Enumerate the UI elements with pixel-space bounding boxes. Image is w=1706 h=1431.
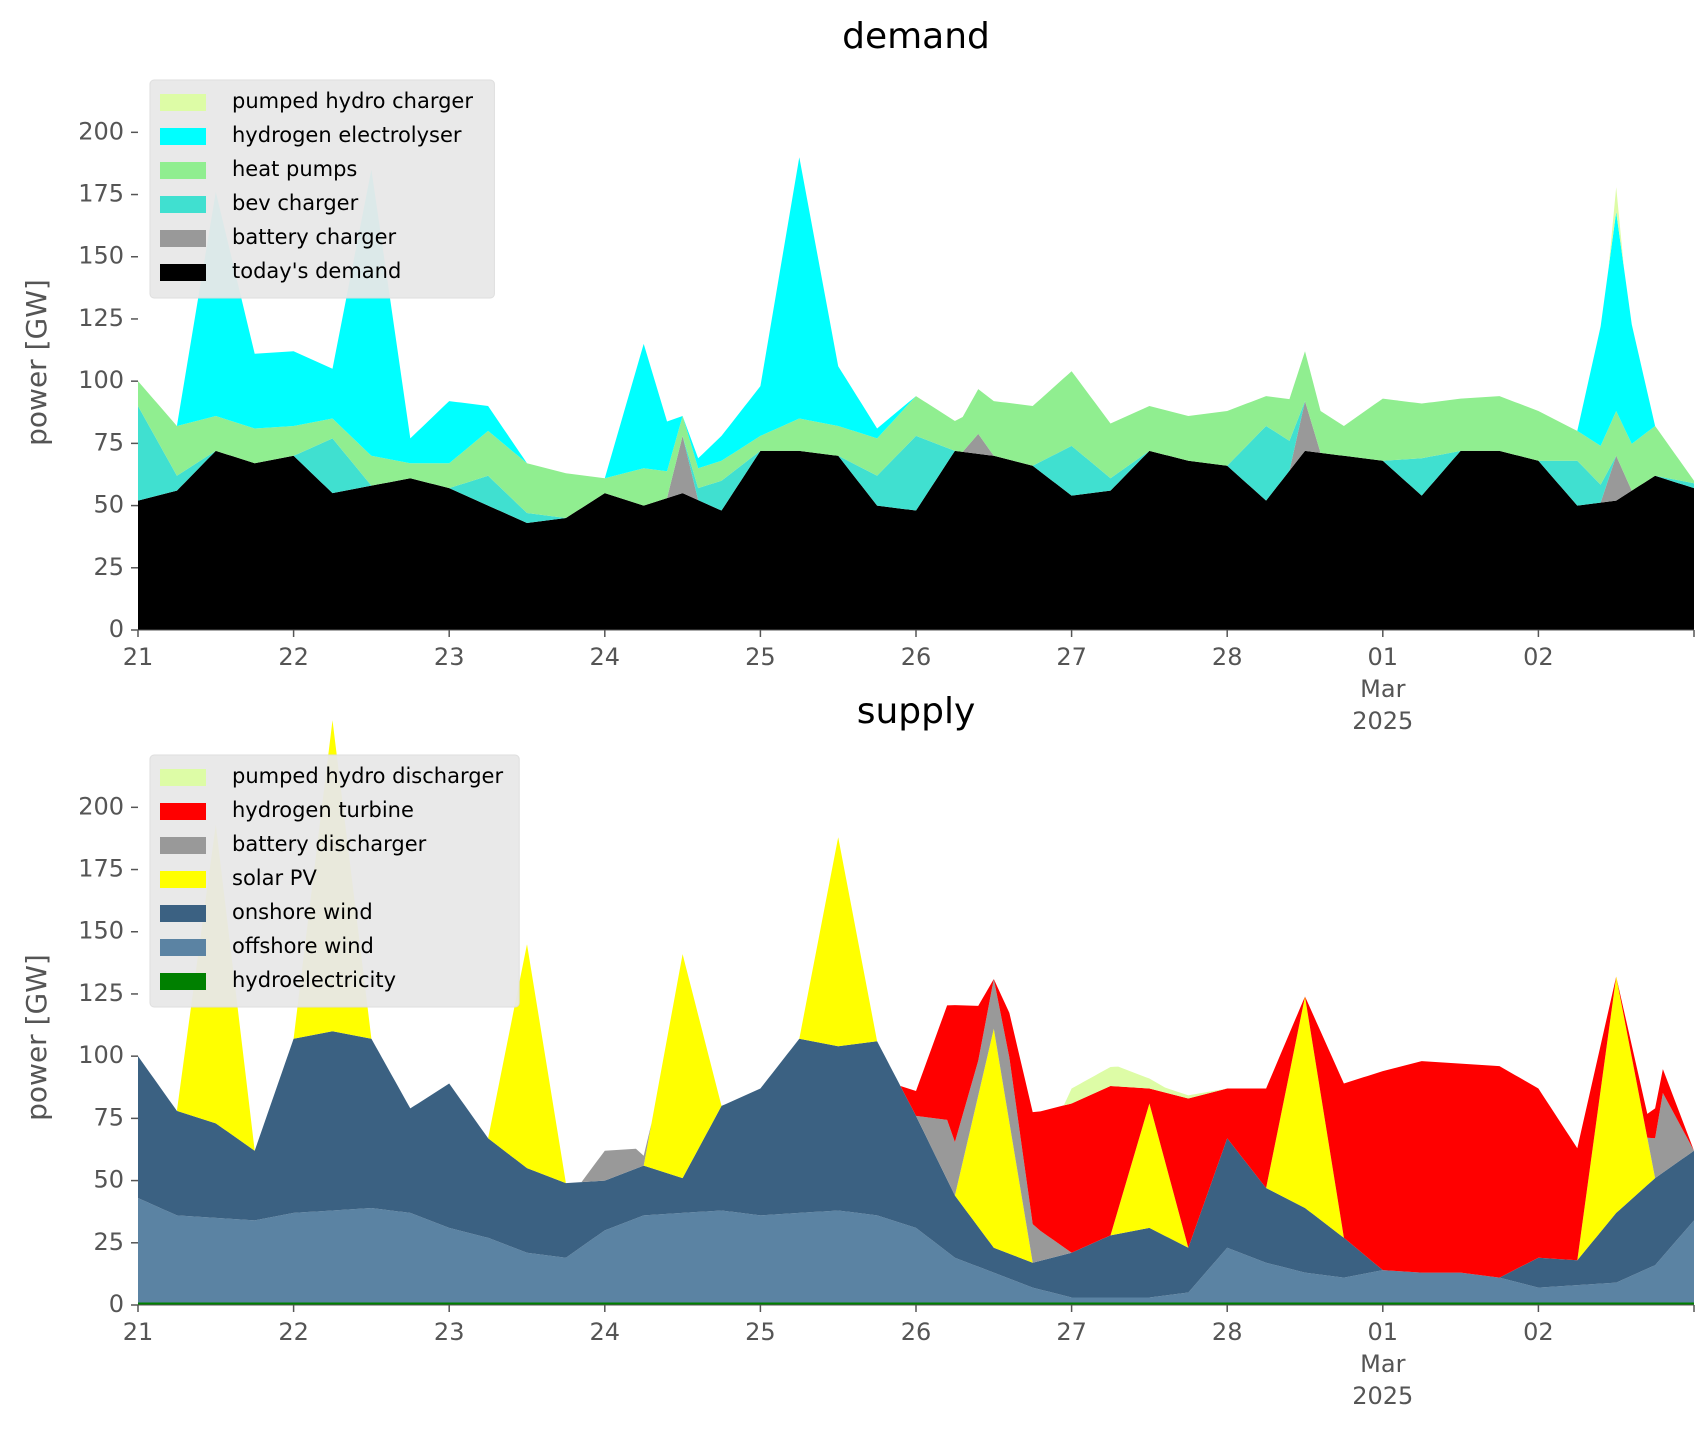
demand-y-tick-label: 50 [93, 491, 124, 519]
supply-x-tick-label: 27 [1056, 1318, 1087, 1346]
demand-series-today-s-demand [138, 450, 1694, 630]
demand-legend-label-pumped-hydro-charger: pumped hydro charger [232, 89, 473, 113]
demand-legend-swatch-bev-charger [160, 196, 206, 213]
supply-legend-label-hydroelectricity: hydroelectricity [232, 968, 396, 992]
demand-legend-label-hydrogen-electrolyser: hydrogen electrolyser [232, 123, 462, 147]
demand-legend-swatch-heat-pumps [160, 162, 206, 179]
supply-legend-swatch-hydrogen-turbine [160, 803, 206, 820]
supply-y-tick-label: 150 [78, 917, 124, 945]
demand-legend-swatch-battery-charger [160, 230, 206, 247]
supply-x-tick-label: 01 [1368, 1318, 1399, 1346]
demand-legend: pumped hydro charger hydrogen electrolyse… [149, 79, 495, 299]
demand-y-tick-label: 0 [109, 615, 124, 643]
supply-legend-swatch-pumped-hydro-discharger [160, 769, 206, 786]
supply-y-tick-label: 75 [93, 1103, 124, 1131]
supply-legend-label-solar-pv: solar PV [232, 866, 317, 890]
demand-y-tick-label: 175 [78, 180, 124, 208]
demand-x-tick-label: 26 [901, 643, 932, 671]
demand-y-tick-label: 150 [78, 242, 124, 270]
demand-x-tick-label: 28 [1212, 643, 1243, 671]
supply-x-tick-label: 24 [590, 1318, 621, 1346]
supply-series-onshore-wind [138, 1031, 1694, 1298]
demand-legend-box [149, 79, 495, 299]
supply-title: supply [857, 691, 976, 732]
demand-series-bev-charger [138, 401, 1694, 523]
supply-legend-label-onshore-wind: onshore wind [232, 900, 373, 924]
supply-x-tick-month: Mar [1360, 1350, 1405, 1378]
supply-x-tick-label: 28 [1212, 1318, 1243, 1346]
demand-legend-swatch-today-s-demand [160, 264, 206, 281]
supply-legend: pumped hydro discharger hydrogen turbine b… [149, 754, 520, 1008]
demand-legend-label-today-s-demand: today's demand [232, 259, 401, 283]
supply-y-tick-label: 100 [78, 1041, 124, 1069]
supply-x-tick-label: 23 [434, 1318, 465, 1346]
supply-y-axis-label: power [GW] [20, 954, 53, 1121]
demand-legend-label-battery-charger: battery charger [232, 225, 397, 249]
supply-y-tick-label: 25 [93, 1228, 124, 1256]
demand-series-heat-pumps [138, 351, 1694, 519]
supply-legend-swatch-offshore-wind [160, 939, 206, 956]
supply-legend-label-hydrogen-turbine: hydrogen turbine [232, 798, 414, 822]
demand-legend-label-heat-pumps: heat pumps [232, 157, 357, 181]
demand-x-tick-label: 24 [590, 643, 621, 671]
supply-y-tick-label: 0 [109, 1290, 124, 1318]
supply-series-hydrogen-turbine [138, 720, 1694, 1278]
demand-x-tick-label: 25 [745, 643, 776, 671]
supply-y-tick-label: 50 [93, 1166, 124, 1194]
supply-legend-label-offshore-wind: offshore wind [232, 934, 374, 958]
demand-panel: demand 0 25 50 75 100 125 150 175 200 power [GW] 21… [20, 16, 1695, 735]
supply-x-tick-label: 22 [278, 1318, 309, 1346]
demand-x-tick-month: Mar [1360, 675, 1405, 703]
supply-series-offshore-wind [138, 1198, 1694, 1303]
supply-legend-swatch-battery-discharger [160, 837, 206, 854]
demand-x-tick-year: 2025 [1352, 707, 1413, 735]
demand-x-tick-label: 02 [1523, 643, 1554, 671]
demand-y-axis-label: power [GW] [20, 279, 53, 446]
supply-legend-swatch-solar-pv [160, 871, 206, 888]
supply-x-tick-label: 26 [901, 1318, 932, 1346]
supply-legend-label-battery-discharger: battery discharger [232, 832, 427, 856]
demand-x-tick-label: 01 [1368, 643, 1399, 671]
supply-y-tick-label: 175 [78, 855, 124, 883]
demand-legend-swatch-pumped-hydro-charger [160, 94, 206, 111]
supply-areas [138, 720, 1694, 1305]
supply-panel: supply 0 25 50 75 100 125 150 175 200 power [GW] 21… [20, 691, 1695, 1410]
demand-legend-swatch-hydrogen-electrolyser [160, 128, 206, 145]
supply-legend-box [149, 754, 520, 1008]
supply-legend-swatch-onshore-wind [160, 905, 206, 922]
supply-legend-label-pumped-hydro-discharger: pumped hydro discharger [232, 764, 503, 788]
demand-y-tick-label: 100 [78, 366, 124, 394]
supply-series-hydroelectricity [138, 1302, 1694, 1305]
supply-x-tick-label: 02 [1523, 1318, 1554, 1346]
demand-y-tick-label: 200 [78, 117, 124, 145]
demand-x-tick-label: 21 [123, 643, 154, 671]
demand-y-tick-label: 75 [93, 428, 124, 456]
supply-x-tick-label: 21 [123, 1318, 154, 1346]
demand-series-battery-charger [138, 401, 1694, 523]
demand-x-tick-label: 23 [434, 643, 465, 671]
supply-legend-swatch-hydroelectricity [160, 973, 206, 990]
supply-y-tick-label: 200 [78, 792, 124, 820]
demand-y-tick-label: 125 [78, 304, 124, 332]
supply-x-tick-year: 2025 [1352, 1382, 1413, 1410]
demand-x-tick-label: 27 [1056, 643, 1087, 671]
supply-y-tick-label: 125 [78, 979, 124, 1007]
demand-legend-label-bev-charger: bev charger [232, 191, 359, 215]
supply-x-tick-label: 25 [745, 1318, 776, 1346]
demand-y-tick-label: 25 [93, 553, 124, 581]
demand-areas [138, 157, 1694, 630]
supply-series-solar-pv [138, 720, 1694, 1278]
demand-title: demand [842, 16, 990, 57]
demand-x-tick-label: 22 [278, 643, 309, 671]
